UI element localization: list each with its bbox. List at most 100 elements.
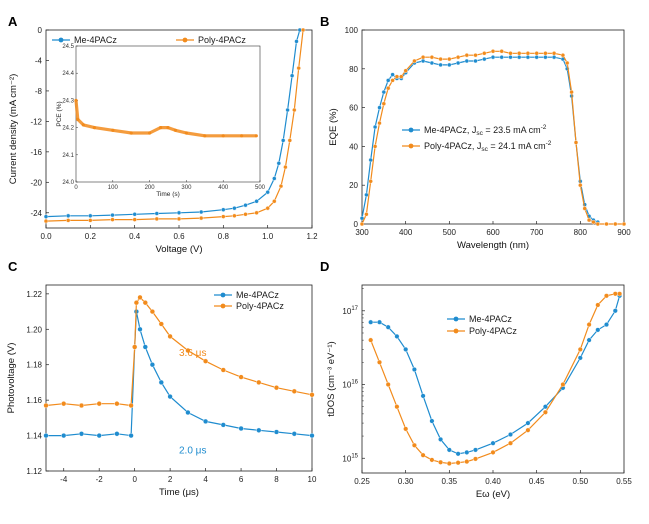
data-point-poly-4pacz <box>429 55 435 60</box>
data-point-poly-4pacz <box>560 382 566 388</box>
y-tick-label: -8 <box>35 87 43 96</box>
lifetime-annotation: 3.6 μs <box>179 348 206 359</box>
legend-label: Me-4PACz, Jsc = 23.5 mA cm-2 <box>424 124 547 137</box>
x-tick-label: 0.0 <box>40 232 52 241</box>
data-point-poly-4pacz <box>78 402 85 409</box>
panel-letter-b: B <box>320 14 329 29</box>
legend-marker <box>453 328 459 334</box>
y-tick-label: 1.22 <box>26 290 42 299</box>
data-point-poly-4pacz <box>265 205 270 211</box>
legend-marker <box>182 37 188 43</box>
data-point-me-4pacz <box>158 379 164 386</box>
panel-letter-a: A <box>8 14 18 29</box>
x-tick-label: 2 <box>168 475 173 484</box>
data-point-me-4pacz <box>377 319 383 325</box>
inset-y-tick-label: 24.0 <box>62 180 74 186</box>
inset-y-tick-label: 24.1 <box>62 153 74 159</box>
inset-x-tick-label: 0 <box>74 185 78 191</box>
data-point-poly-4pacz <box>256 379 262 386</box>
data-point-poly-4pacz <box>368 337 374 343</box>
inset-data-point <box>184 131 188 135</box>
data-point-me-4pacz <box>198 209 204 215</box>
data-point-me-4pacz <box>142 344 148 350</box>
lifetime-annotation: 2.0 μs <box>179 445 206 456</box>
data-point-poly-4pacz <box>573 140 579 145</box>
data-point-me-4pacz <box>508 55 513 60</box>
data-point-poly-4pacz <box>534 51 539 56</box>
data-point-poly-4pacz <box>385 382 391 388</box>
data-point-poly-4pacz <box>154 216 160 222</box>
inset-data-point <box>74 98 78 102</box>
data-point-poly-4pacz <box>595 302 601 308</box>
y-tick-label: -16 <box>30 148 42 157</box>
data-point-poly-4pacz <box>604 293 610 299</box>
data-point-poly-4pacz <box>137 294 143 301</box>
data-point-poly-4pacz <box>292 107 297 113</box>
data-point-poly-4pacz <box>438 459 444 465</box>
series-line-poly-4pacz <box>45 29 304 222</box>
data-point-poly-4pacz <box>438 56 443 62</box>
data-point-me-4pacz <box>517 55 522 60</box>
inset-frame <box>75 45 261 183</box>
data-point-poly-4pacz <box>464 53 469 58</box>
series-line-me-4pacz <box>46 311 313 437</box>
inset-data-point <box>159 126 163 130</box>
y-tick-label: 0 <box>38 26 43 35</box>
data-point-poly-4pacz <box>517 51 522 56</box>
inset-x-tick-label: 100 <box>108 185 119 191</box>
inset-y-tick-label: 24.2 <box>62 126 74 132</box>
data-point-poly-4pacz <box>377 120 382 126</box>
data-point-me-4pacz <box>167 394 173 400</box>
plot-frame <box>45 284 313 472</box>
y-tick-label: -20 <box>30 178 42 187</box>
data-point-me-4pacz <box>256 427 262 433</box>
x-tick-label: 8 <box>274 475 279 484</box>
x-tick-label: -2 <box>96 475 104 484</box>
legend: Me-4PACz, Jsc = 23.5 mA cm-2 Poly-4PACz, … <box>402 124 552 153</box>
data-point-poly-4pacz <box>364 212 369 217</box>
inset-data-point <box>173 128 177 132</box>
inset-data-point <box>254 134 258 138</box>
data-point-poly-4pacz <box>577 346 583 352</box>
data-point-me-4pacz <box>368 157 373 163</box>
data-point-me-4pacz <box>420 58 426 64</box>
y-tick-label: 40 <box>349 142 358 151</box>
data-point-me-4pacz <box>499 55 504 60</box>
data-point-me-4pacz <box>368 319 374 325</box>
legend-label: Poly-4PACz, Jsc = 24.1 mA cm-2 <box>424 140 552 153</box>
legend-label: Me-4PACz <box>469 314 512 324</box>
data-point-poly-4pacz <box>368 179 373 184</box>
data-point-poly-4pacz <box>377 359 383 365</box>
series-line-me-4pacz <box>361 56 599 223</box>
data-point-poly-4pacz <box>560 53 566 58</box>
data-point-poly-4pacz <box>238 374 244 380</box>
inset-data-point <box>166 126 170 130</box>
data-point-poly-4pacz <box>578 182 583 188</box>
data-point-me-4pacz <box>551 55 557 60</box>
inset-y-label: PCE (%) <box>56 101 63 126</box>
data-point-me-4pacz <box>185 409 191 416</box>
y-tick-label: 100 <box>345 26 359 35</box>
data-point-poly-4pacz <box>412 58 417 64</box>
data-point-me-4pacz <box>291 431 297 437</box>
y-tick-label: -4 <box>35 56 43 65</box>
data-point-poly-4pacz <box>621 221 627 227</box>
data-point-poly-4pacz <box>61 401 67 407</box>
data-point-poly-4pacz <box>167 333 173 340</box>
x-tick-label: 10 <box>308 475 317 484</box>
data-point-me-4pacz <box>429 418 435 424</box>
data-point-poly-4pacz <box>464 459 470 465</box>
data-point-me-4pacz <box>132 212 137 217</box>
data-point-poly-4pacz <box>447 56 452 62</box>
data-point-poly-4pacz <box>586 322 592 328</box>
inset-data-point <box>203 134 207 138</box>
data-point-me-4pacz <box>377 105 382 110</box>
data-point-poly-4pacz <box>542 409 548 415</box>
data-point-poly-4pacz <box>221 214 226 219</box>
data-point-me-4pacz <box>110 212 115 218</box>
y-tick-label: 80 <box>349 65 358 74</box>
data-point-me-4pacz <box>88 213 93 219</box>
data-point-poly-4pacz <box>96 401 102 407</box>
x-tick-label: 4 <box>203 475 208 484</box>
x-axis-label: Eω (eV) <box>476 489 510 500</box>
